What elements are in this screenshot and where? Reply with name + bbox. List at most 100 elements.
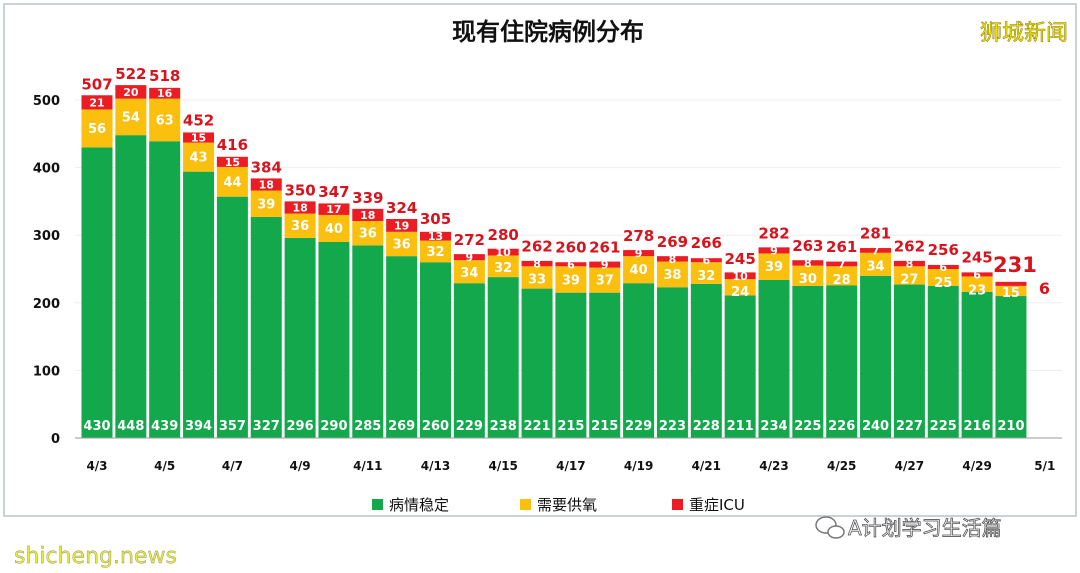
total-label: 261: [589, 239, 620, 257]
data-label: 8: [669, 253, 677, 266]
bar-stable: [521, 288, 553, 438]
data-label: 225: [794, 419, 821, 434]
data-label: 44: [223, 175, 241, 190]
data-label: 9: [635, 247, 643, 260]
total-label: 262: [521, 238, 552, 256]
total-label: 305: [420, 210, 451, 228]
bar-oxygen: [115, 98, 147, 136]
total-label: 262: [894, 238, 925, 256]
total-label: 282: [758, 224, 789, 242]
bar-oxygen: [690, 262, 722, 284]
data-label: 9: [466, 251, 474, 264]
data-label: 226: [828, 419, 855, 434]
y-tick-label: 500: [33, 94, 60, 109]
bar-stable: [623, 283, 655, 438]
bar-stable: [284, 237, 316, 438]
data-label: 285: [354, 419, 381, 434]
bar-oxygen: [589, 267, 621, 293]
data-label: 15: [1002, 286, 1020, 301]
data-label: 18: [259, 179, 274, 192]
data-label: 13: [428, 230, 443, 243]
x-tick-label: 5/1: [1034, 459, 1055, 473]
data-label: 10: [732, 270, 748, 283]
bar-oxygen: [352, 221, 384, 246]
bar-oxygen: [216, 166, 248, 197]
data-label: 6: [939, 261, 947, 274]
bar-stable: [860, 275, 892, 438]
data-label: 6: [567, 258, 575, 271]
bar-oxygen: [318, 214, 350, 242]
y-tick-label: 400: [33, 162, 60, 177]
bar-stable: [690, 283, 722, 438]
bar-icu: [149, 87, 181, 99]
total-label: 339: [352, 189, 383, 207]
data-label: 36: [291, 219, 309, 234]
x-tick-label: 4/21: [692, 459, 721, 473]
data-label: 223: [659, 419, 686, 434]
bar-icu: [420, 231, 451, 241]
data-label: 36: [359, 227, 377, 242]
x-tick-label: 4/23: [759, 459, 788, 473]
bar-icu: [995, 281, 1027, 286]
data-label: 23: [968, 283, 986, 298]
y-tick-label: 300: [33, 229, 60, 244]
data-label: 8: [533, 258, 541, 271]
data-label: 8: [906, 258, 914, 271]
bar-oxygen: [792, 265, 824, 286]
x-tick-label: 4/17: [556, 459, 585, 473]
legend-label: 病情稳定: [389, 496, 449, 514]
chart-title: 现有住院病例分布: [452, 18, 644, 46]
data-label: 18: [360, 209, 375, 222]
bar-stable: [250, 216, 282, 438]
bar-stable: [318, 241, 350, 438]
data-label: 15: [191, 132, 206, 145]
data-label: 430: [83, 419, 110, 434]
total-label: 281: [860, 224, 891, 242]
bar-icu: [352, 208, 384, 222]
data-label: 290: [320, 419, 347, 434]
bar-oxygen: [860, 252, 892, 276]
data-label: 24: [731, 285, 749, 300]
data-label: 36: [393, 237, 411, 252]
total-label: 347: [318, 183, 349, 201]
data-label: 17: [326, 203, 341, 216]
bar-icu: [521, 260, 553, 267]
total-label: 522: [115, 65, 146, 83]
bar-stable: [995, 296, 1027, 438]
data-label: 269: [388, 419, 415, 434]
data-label: 18: [292, 201, 307, 214]
x-tick-label: 4/29: [962, 459, 991, 473]
bar-oxygen: [386, 231, 418, 257]
data-label: 27: [900, 273, 918, 288]
total-label: 324: [386, 199, 417, 217]
data-label: 32: [697, 269, 715, 284]
data-label: 240: [862, 419, 889, 434]
bar-icu: [860, 248, 892, 253]
bar-stable: [420, 262, 451, 438]
bar-stable: [893, 284, 925, 438]
bar-icu: [927, 264, 959, 269]
data-label: 39: [765, 260, 783, 275]
bar-oxygen: [81, 109, 113, 148]
bar-oxygen: [183, 142, 215, 172]
total-label: 256: [928, 241, 959, 259]
bar-icu: [183, 132, 215, 143]
bar-icu: [589, 261, 621, 268]
total-label: 278: [623, 227, 654, 245]
bar-oxygen: [420, 240, 451, 263]
data-label: 357: [219, 419, 246, 434]
data-label: 6: [1039, 279, 1050, 298]
bar-stable: [589, 292, 621, 438]
bar-icu: [555, 262, 587, 267]
bar-stable: [927, 285, 959, 438]
data-label: 28: [833, 273, 851, 288]
data-label: 39: [257, 197, 275, 212]
bar-stable: [352, 245, 384, 438]
bar-oxygen: [250, 190, 282, 217]
bar-stable: [555, 292, 587, 438]
x-tick-label: 4/27: [895, 459, 924, 473]
data-label: 439: [151, 419, 178, 434]
data-label: 39: [562, 273, 580, 288]
